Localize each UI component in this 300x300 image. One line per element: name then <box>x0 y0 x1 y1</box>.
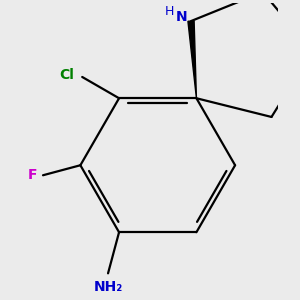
Text: NH₂: NH₂ <box>93 280 123 293</box>
Text: H: H <box>165 5 174 18</box>
Text: Cl: Cl <box>60 68 74 83</box>
Text: N: N <box>176 10 188 24</box>
Polygon shape <box>188 21 197 98</box>
Text: F: F <box>27 168 37 182</box>
